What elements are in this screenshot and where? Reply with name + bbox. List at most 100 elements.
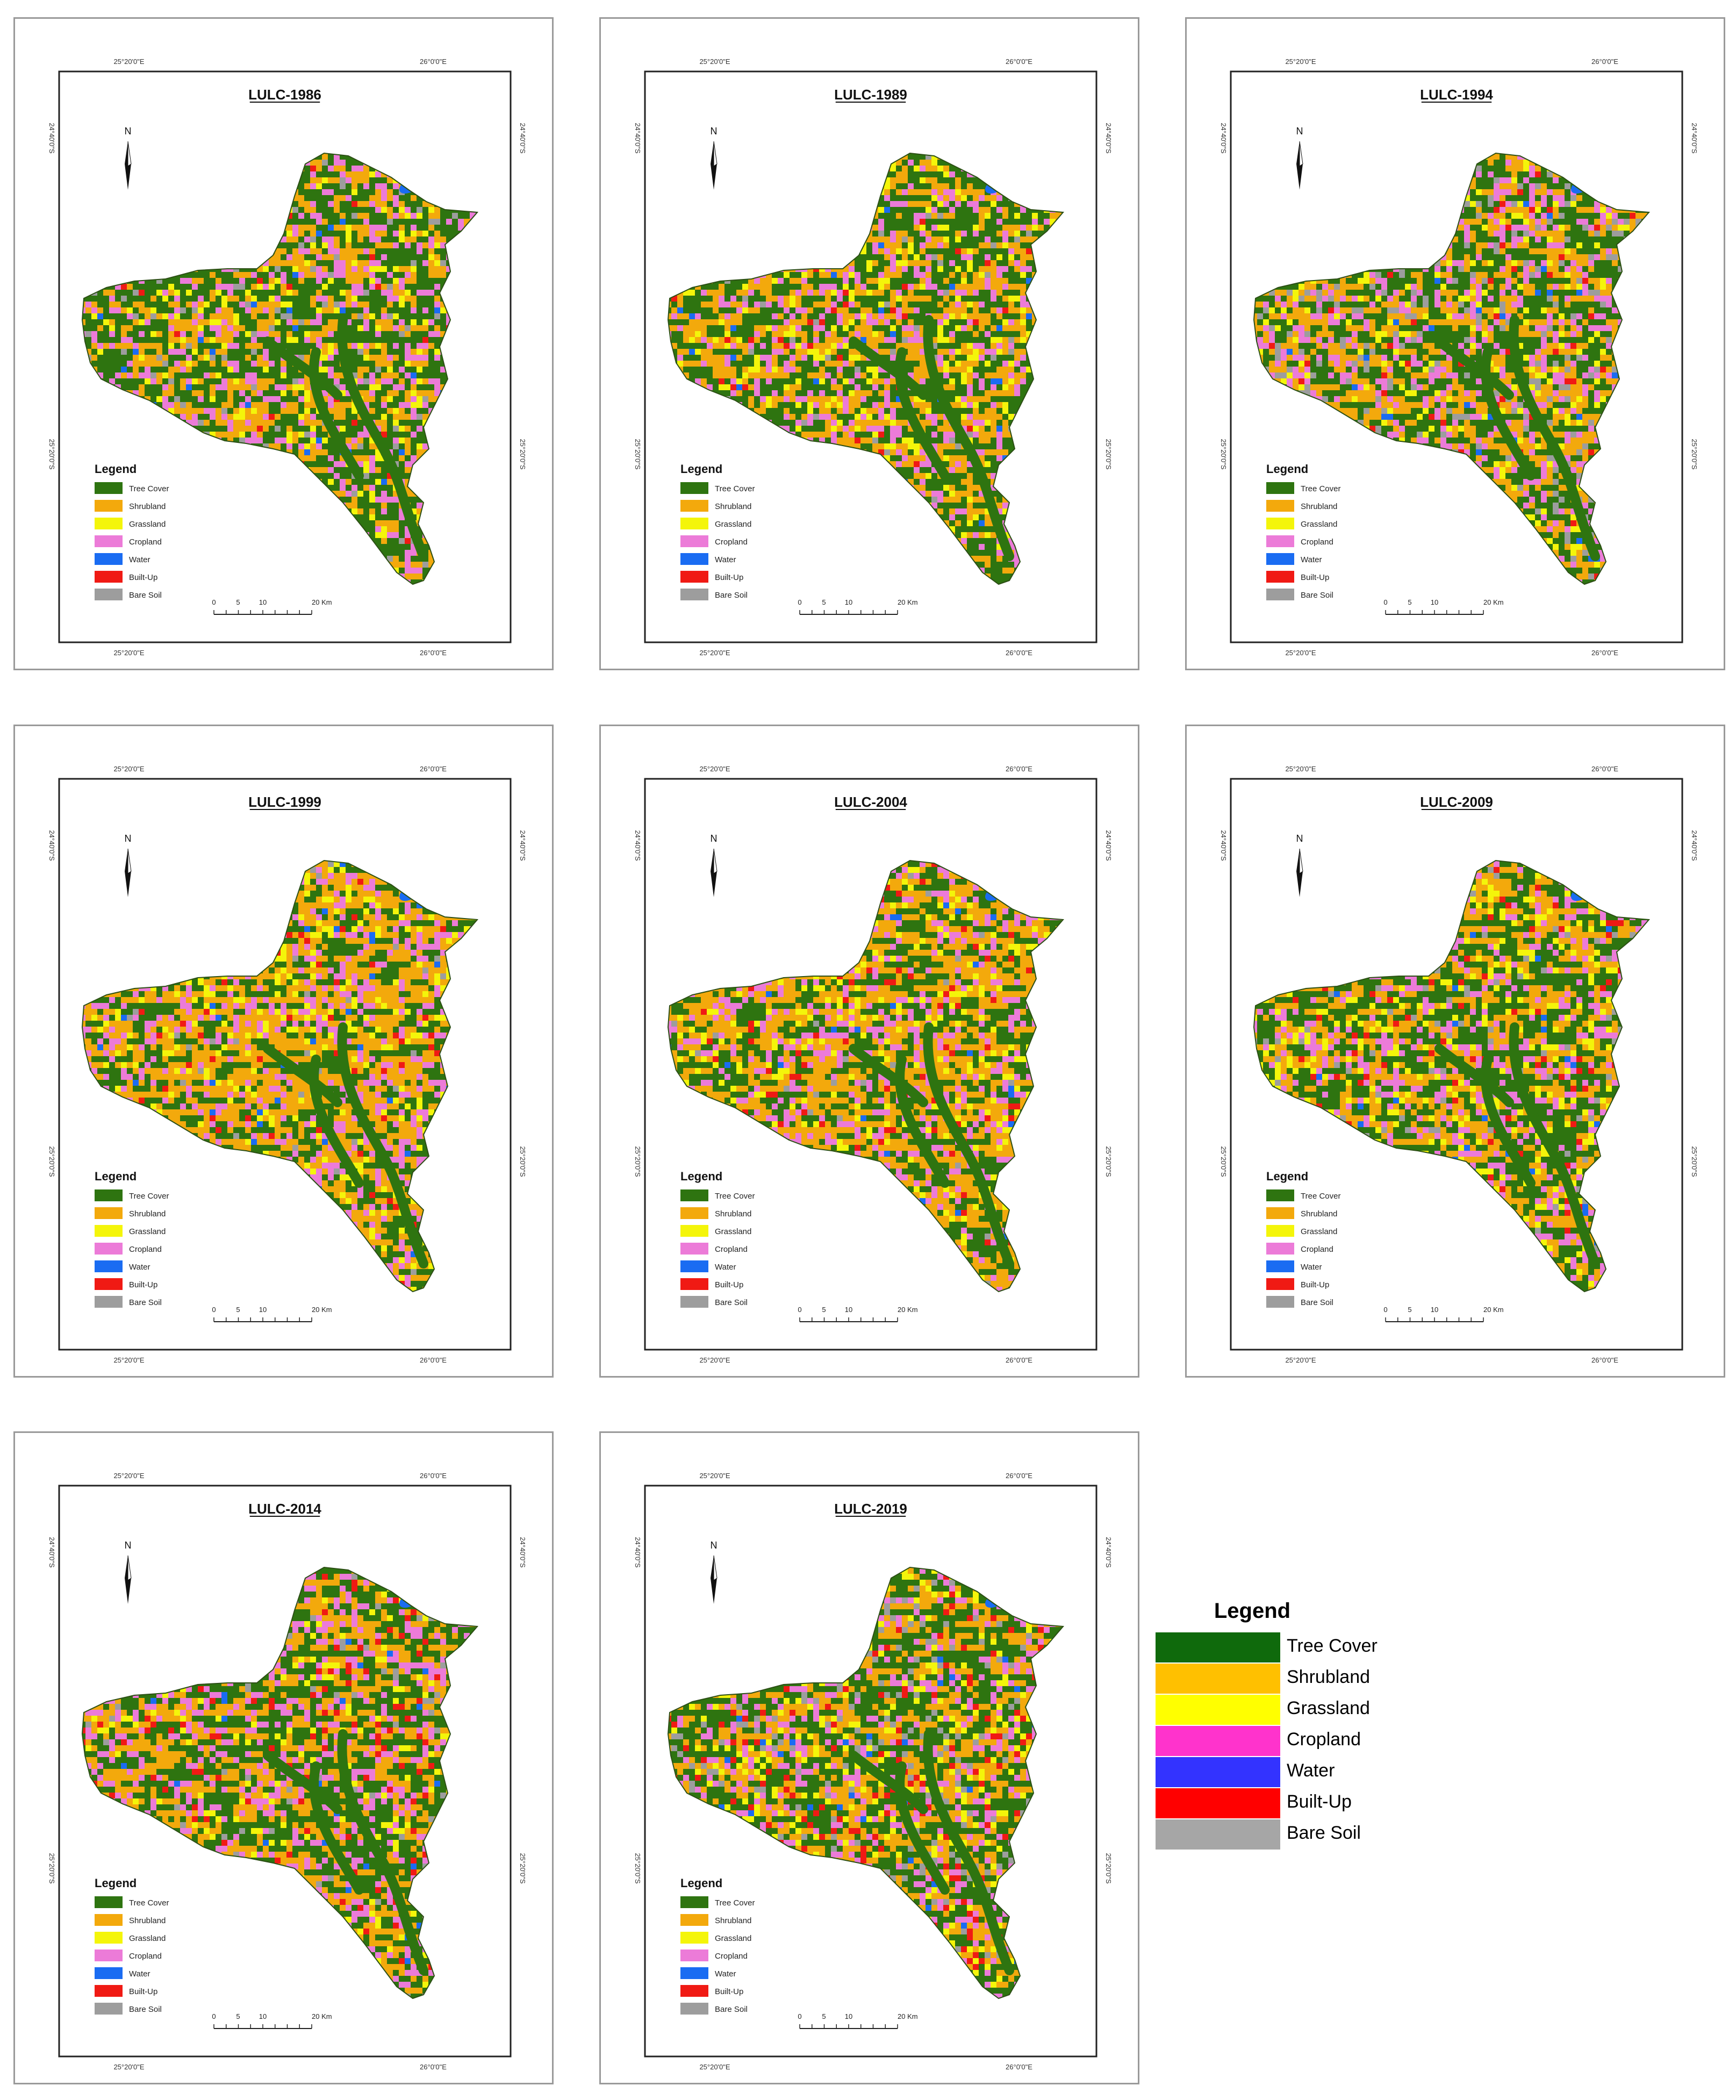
page-legend-swatch [1156, 1664, 1280, 1694]
lat-label-right-top: 24°40'0"S [1104, 1537, 1113, 1567]
lat-label-right-top: 24°40'0"S [1104, 830, 1113, 861]
map-legend-swatch-tree-cover [95, 1896, 123, 1908]
lat-label-left-top: 24°40'0"S [634, 830, 642, 861]
lat-label-right-bottom: 25°20'0"S [1690, 439, 1698, 469]
map-legend-label-water: Water [715, 555, 736, 564]
map-legend-swatch-water [1266, 1260, 1294, 1272]
map-legend-swatch-grassland [95, 1932, 123, 1944]
map-legend-swatch-water [680, 1967, 708, 1979]
map-legend-swatch-grassland [680, 518, 708, 529]
scale-tick-label: 5 [1408, 1306, 1411, 1314]
svg-text:N: N [125, 126, 132, 137]
map-canvas: 25°20'0"E 26°0'0"E 25°20'0"E 26°0'0"E 24°40'… [48, 1472, 527, 2071]
lat-label-left-top: 24°40'0"S [634, 123, 642, 153]
north-arrow-icon: N [1296, 126, 1303, 190]
map-legend-swatch-tree-cover [680, 1896, 708, 1908]
map-legend-swatch-water [95, 1260, 123, 1272]
page-legend-swatch [1156, 1757, 1280, 1787]
page-legend-swatch [1156, 1726, 1280, 1756]
map-canvas: 25°20'0"E 26°0'0"E 25°20'0"E 26°0'0"E 24°40'… [634, 58, 1113, 657]
scale-tick-label: 20 Km [312, 598, 332, 606]
page-legend-label: Cropland [1287, 1729, 1361, 1750]
map-legend-swatch-bare-soil [95, 1296, 123, 1308]
map-legend-label-built-up: Built-Up [129, 1987, 157, 1996]
map-legend-swatch-grassland [680, 1932, 708, 1944]
page-legend-label: Tree Cover [1287, 1636, 1378, 1657]
scale-tick-label: 0 [1383, 598, 1387, 606]
map-legend-label-cropland: Cropland [129, 1952, 162, 1961]
lon-label-bottom-right: 26°0'0"E [1006, 1356, 1032, 1364]
map-panel-lulc-2019: 25°20'0"E 26°0'0"E 25°20'0"E 26°0'0"E 24°40'… [599, 1431, 1139, 2084]
map-legend-swatch-shrubland [680, 1914, 708, 1926]
lat-label-left-top: 24°40'0"S [1219, 123, 1228, 153]
map-title: LULC-1989 [834, 87, 907, 103]
map-legend-swatch-built-up [1266, 1278, 1294, 1290]
map-legend-label-tree-cover: Tree Cover [129, 1192, 169, 1201]
lon-label-bottom-left: 25°20'0"E [1285, 649, 1316, 657]
page-legend-swatch [1156, 1632, 1280, 1662]
map-legend-label-built-up: Built-Up [1301, 1280, 1329, 1289]
lat-label-right-top: 24°40'0"S [519, 123, 527, 153]
map-legend-label-shrubland: Shrubland [715, 1209, 751, 1219]
scale-bar [799, 2024, 898, 2029]
lon-label-bottom-right: 26°0'0"E [1591, 649, 1618, 657]
map-legend-title: Legend [95, 1170, 137, 1183]
map-legend-label-bare-soil: Bare Soil [715, 1298, 748, 1307]
map-legend-swatch-grassland [1266, 1225, 1294, 1237]
map-legend-label-shrubland: Shrubland [129, 1209, 166, 1219]
map-legend-swatch-built-up [95, 1985, 123, 1997]
map-title: LULC-2004 [834, 794, 907, 810]
lat-label-right-bottom: 25°20'0"S [1104, 439, 1113, 469]
scale-tick-label: 10 [845, 1306, 852, 1314]
lon-label-bottom-right: 26°0'0"E [1591, 1356, 1618, 1364]
north-arrow-icon: N [125, 1540, 132, 1604]
map-legend-label-bare-soil: Bare Soil [129, 1298, 162, 1307]
lat-label-right-bottom: 25°20'0"S [519, 1853, 527, 1883]
lat-label-right-bottom: 25°20'0"S [1104, 1146, 1113, 1177]
map-legend-swatch-cropland [1266, 535, 1294, 547]
map-legend-label-cropland: Cropland [715, 1245, 748, 1254]
scale-tick-label: 0 [798, 1306, 801, 1314]
map-legend-label-grassland: Grassland [1301, 1227, 1337, 1236]
lon-label-bottom-left: 25°20'0"E [1285, 1356, 1316, 1364]
lat-label-left-top: 24°40'0"S [48, 830, 56, 861]
map-legend-label-water: Water [129, 555, 150, 564]
north-arrow-icon: N [1296, 833, 1303, 897]
map-legend-swatch-cropland [1266, 1243, 1294, 1255]
map-legend-swatch-shrubland [95, 500, 123, 512]
map-legend-label-cropland: Cropland [715, 1952, 748, 1961]
scale-bar [799, 1317, 898, 1322]
map-legend-label-water: Water [715, 1969, 736, 1979]
map-panel-lulc-1999: 25°20'0"E 26°0'0"E 25°20'0"E 26°0'0"E 24°40'… [13, 725, 554, 1378]
lat-label-left-bottom: 25°20'0"S [1219, 439, 1228, 469]
lat-label-right-bottom: 25°20'0"S [1690, 1146, 1698, 1177]
lon-label-top-right: 26°0'0"E [1591, 765, 1618, 773]
lon-label-top-right: 26°0'0"E [1006, 58, 1032, 66]
map-legend-label-cropland: Cropland [1301, 1245, 1333, 1254]
map-legend-label-built-up: Built-Up [715, 1280, 743, 1289]
map-legend-label-cropland: Cropland [129, 1245, 162, 1254]
map-legend-title: Legend [680, 462, 722, 476]
map-legend-label-water: Water [1301, 1263, 1322, 1272]
map-panel-lulc-2004: 25°20'0"E 26°0'0"E 25°20'0"E 26°0'0"E 24°40'… [599, 725, 1139, 1378]
scale-tick-label: 5 [236, 598, 240, 606]
map-legend-label-shrubland: Shrubland [1301, 1209, 1337, 1219]
lon-label-top-right: 26°0'0"E [1591, 58, 1618, 66]
map-legend-label-built-up: Built-Up [1301, 573, 1329, 582]
map-frame [644, 778, 1097, 1351]
north-arrow-icon: N [125, 833, 132, 897]
page-legend-label: Bare Soil [1287, 1823, 1361, 1844]
map-legend-label-built-up: Built-Up [715, 1987, 743, 1996]
scale-bar [213, 610, 312, 615]
scale-tick-label: 10 [259, 598, 267, 606]
map-legend-label-bare-soil: Bare Soil [1301, 591, 1333, 600]
map-legend-swatch-grassland [680, 1225, 708, 1237]
map-legend-swatch-grassland [95, 1225, 123, 1237]
map-legend-title: Legend [95, 1876, 137, 1890]
lat-label-right-top: 24°40'0"S [1690, 830, 1698, 861]
map-legend-label-bare-soil: Bare Soil [1301, 1298, 1333, 1307]
map-legend-swatch-cropland [95, 1243, 123, 1255]
map-legend-label-tree-cover: Tree Cover [1301, 484, 1340, 493]
map-legend-label-built-up: Built-Up [715, 573, 743, 582]
lat-label-right-top: 24°40'0"S [519, 830, 527, 861]
